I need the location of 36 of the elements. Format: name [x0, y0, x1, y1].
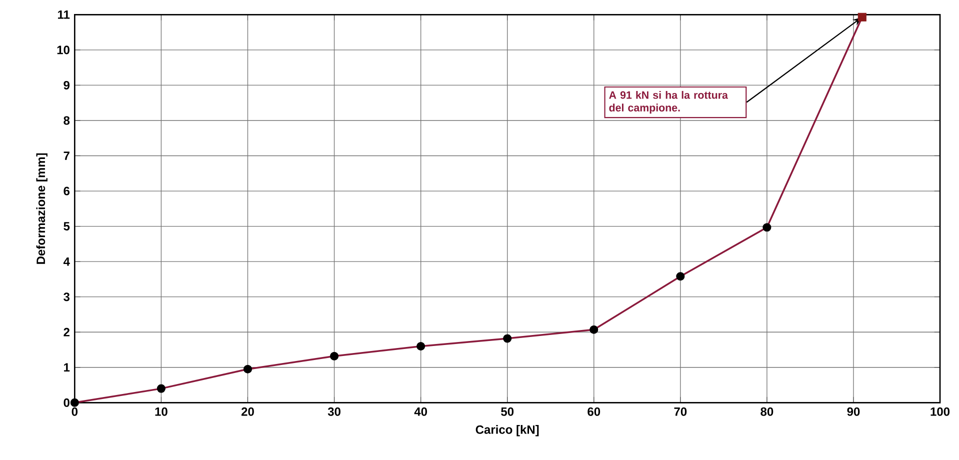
x-tick-label: 50 [501, 407, 514, 416]
y-tick-label: 4 [63, 257, 70, 266]
y-tick-label: 7 [64, 152, 70, 160]
y-tick-label: 10 [57, 46, 70, 54]
point [243, 364, 252, 374]
annotation: A 91 kN si ha la rottura del campione. [609, 90, 728, 114]
y-axis-title: Deformazione [mm] [36, 153, 48, 264]
y-tick-label: 9 [64, 80, 70, 90]
y-tick-label: 5 [64, 222, 70, 230]
x-tick-label: 0 [72, 407, 78, 416]
x-tick-label: 40 [414, 407, 427, 416]
x-tick-label: 100 [930, 407, 950, 416]
x-tick-label: 80 [760, 407, 774, 416]
x-axis-title: Carico [kN] [476, 425, 539, 436]
x-tick-label: 30 [328, 407, 340, 416]
point [590, 325, 598, 334]
y-tick-label: 2 [64, 328, 70, 336]
point [762, 223, 772, 232]
point [156, 384, 166, 393]
point [70, 398, 79, 407]
point [858, 12, 866, 22]
x-tick-label: 70 [674, 407, 687, 416]
point [416, 342, 426, 350]
x-tick-label: 90 [847, 407, 860, 416]
point [676, 272, 685, 281]
y-tick-label: 6 [64, 186, 70, 196]
x-tick-label: 10 [155, 407, 168, 416]
point [330, 352, 339, 360]
x-tick-label: 20 [241, 407, 254, 416]
y-tick-label: 3 [64, 292, 70, 302]
y-tick-label: 8 [64, 116, 70, 125]
y-tick-label: 1 [64, 363, 70, 372]
x-tick-label: 60 [588, 407, 600, 416]
y-tick-label: 0 [64, 398, 70, 407]
y-tick-label: 11 [58, 10, 70, 19]
point [503, 334, 512, 343]
